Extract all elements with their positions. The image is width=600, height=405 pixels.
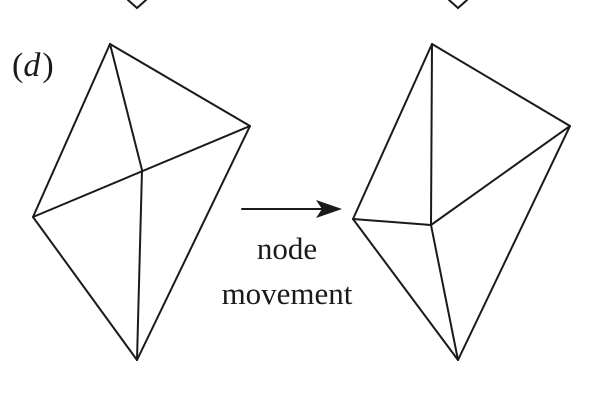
panel-label-paren-close: ) bbox=[42, 47, 53, 84]
mesh-after-edge bbox=[352, 218, 459, 361]
panel-label: (d) bbox=[12, 47, 54, 84]
mesh-after-edge bbox=[431, 43, 571, 127]
mesh-after-edge bbox=[430, 43, 433, 226]
mesh-before bbox=[32, 43, 251, 361]
panel-label-letter: d bbox=[23, 47, 41, 84]
mesh-after-edge bbox=[430, 125, 571, 226]
mesh-after-edge bbox=[352, 218, 432, 226]
movement-arrow-head bbox=[316, 200, 342, 218]
mesh-before-edge bbox=[109, 43, 251, 127]
top-arrow-tip-left bbox=[127, 0, 147, 10]
mesh-before-edge bbox=[109, 43, 143, 171]
caption-line-1: node bbox=[257, 231, 317, 266]
mesh-after-edge bbox=[457, 125, 571, 361]
mesh-before-edge bbox=[32, 216, 138, 361]
mesh-before-edge bbox=[136, 169, 143, 361]
panel-label-paren-open: ( bbox=[12, 47, 23, 84]
mesh-after-edge bbox=[430, 224, 459, 361]
mesh-before-edge bbox=[136, 125, 251, 361]
mesh-after bbox=[352, 43, 571, 361]
mesh-before-edge bbox=[32, 125, 251, 218]
top-arrow-tip-right bbox=[448, 0, 468, 10]
movement-arrow bbox=[241, 200, 342, 218]
mesh-after-edge bbox=[352, 43, 433, 220]
top-arrow-tips bbox=[127, 0, 468, 10]
caption-line-2: movement bbox=[222, 276, 353, 311]
mesh-before-edge bbox=[32, 43, 111, 218]
